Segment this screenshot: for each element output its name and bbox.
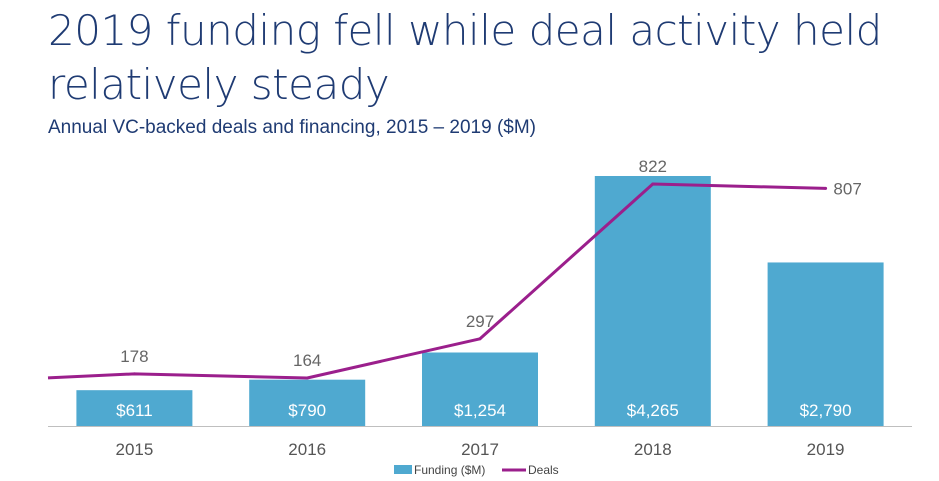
x-tick-label: 2018	[634, 440, 672, 459]
funding-bar-label: $790	[288, 401, 326, 420]
deals-data-label: 164	[293, 351, 321, 370]
funding-bar	[422, 352, 538, 426]
funding-bars	[76, 176, 884, 426]
funding-bar	[767, 262, 884, 426]
x-tick-label: 2016	[288, 440, 326, 459]
funding-bar-labels: $611 $790 $1,254 $4,265 $2,790	[116, 401, 851, 420]
legend-funding-label: Funding ($M)	[414, 463, 485, 477]
deals-point	[824, 186, 828, 190]
funding-bar-label: $2,790	[800, 401, 852, 420]
x-axis-ticks: 2015 2016 2017 2018 2019	[115, 440, 844, 459]
chart-subtitle: Annual VC-backed deals and financing, 20…	[48, 117, 536, 138]
deals-point	[305, 376, 309, 380]
deals-point	[651, 182, 655, 186]
legend-deals-label: Deals	[528, 463, 559, 477]
funding-bar	[76, 390, 193, 426]
funding-bar-label: $1,254	[454, 401, 506, 420]
x-tick-label: 2019	[807, 440, 845, 459]
legend: Funding ($M) Deals	[394, 463, 559, 477]
funding-bar	[249, 379, 366, 426]
deals-data-label: 807	[833, 179, 861, 198]
deals-point	[132, 372, 136, 376]
deals-line	[47, 182, 826, 380]
deals-data-label: 178	[120, 347, 148, 366]
x-tick-label: 2015	[115, 440, 153, 459]
funding-bar-label: $611	[116, 401, 153, 420]
funding-bar	[594, 176, 711, 426]
deals-line-group	[47, 182, 828, 380]
deals-point	[478, 337, 482, 341]
deals-data-label: 822	[639, 157, 667, 176]
deals-data-label: 297	[466, 312, 494, 331]
deals-labels: 178 164 297 822 807	[120, 157, 862, 370]
chart-title: 2019 funding fell while deal activity he…	[48, 6, 882, 109]
legend-funding-swatch	[394, 465, 412, 474]
x-tick-label: 2017	[461, 440, 499, 459]
funding-bar-label: $4,265	[627, 401, 679, 420]
